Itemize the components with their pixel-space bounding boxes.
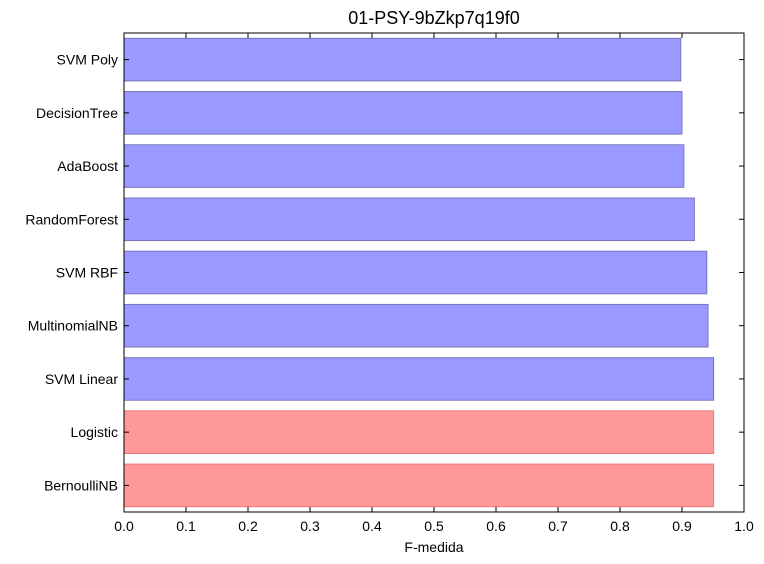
y-tick-label: SVM Poly [57, 52, 118, 68]
x-tick-label: 0.3 [300, 518, 320, 534]
bar-bernoullinb [123, 463, 715, 508]
bar-adaboost [123, 144, 685, 188]
x-tick-label: 0.7 [548, 518, 568, 534]
x-tick-label: 1.0 [734, 518, 754, 534]
bar-randomforest [123, 197, 695, 242]
bar-svm-rbf [123, 250, 708, 295]
bar-multinomialnb [123, 303, 709, 348]
x-tick-label: 0.1 [176, 518, 196, 534]
y-tick-label: RandomForest [25, 211, 118, 227]
x-tick-label: 0.5 [424, 518, 444, 534]
bar-svm-linear [123, 357, 715, 401]
x-tick-label: 0.4 [362, 518, 382, 534]
bar-decisiontree [123, 91, 683, 135]
y-tick-label: SVM Linear [45, 371, 118, 387]
x-tick-label: 0.8 [610, 518, 630, 534]
plot-frame [123, 32, 745, 513]
x-tick-label: 0.2 [238, 518, 258, 534]
bars [123, 37, 715, 508]
y-tick-label: DecisionTree [36, 105, 118, 121]
chart-title: 01-PSY-9bZkp7q19f0 [348, 8, 519, 28]
y-tick-label: Logistic [71, 424, 118, 440]
x-axis-label: F-medida [404, 539, 463, 555]
y-tick-label: MultinomialNB [28, 318, 118, 334]
bar-svm-poly [123, 37, 682, 82]
x-tick-label: 0.6 [486, 518, 506, 534]
x-axis-ticks: 0.0 0.1 0.2 0.3 0.4 0.5 0.6 0.7 0.8 0.9 1.0 [114, 33, 754, 534]
y-tick-label: AdaBoost [57, 158, 118, 174]
x-tick-label: 0.0 [114, 518, 134, 534]
bar-logistic [123, 410, 715, 454]
y-axis-ticks: SVM Poly DecisionTree AdaBoost RandomForest… [25, 52, 744, 493]
x-tick-label: 0.9 [672, 518, 692, 534]
y-tick-label: SVM RBF [56, 265, 118, 281]
y-tick-label: BernoulliNB [44, 477, 118, 493]
